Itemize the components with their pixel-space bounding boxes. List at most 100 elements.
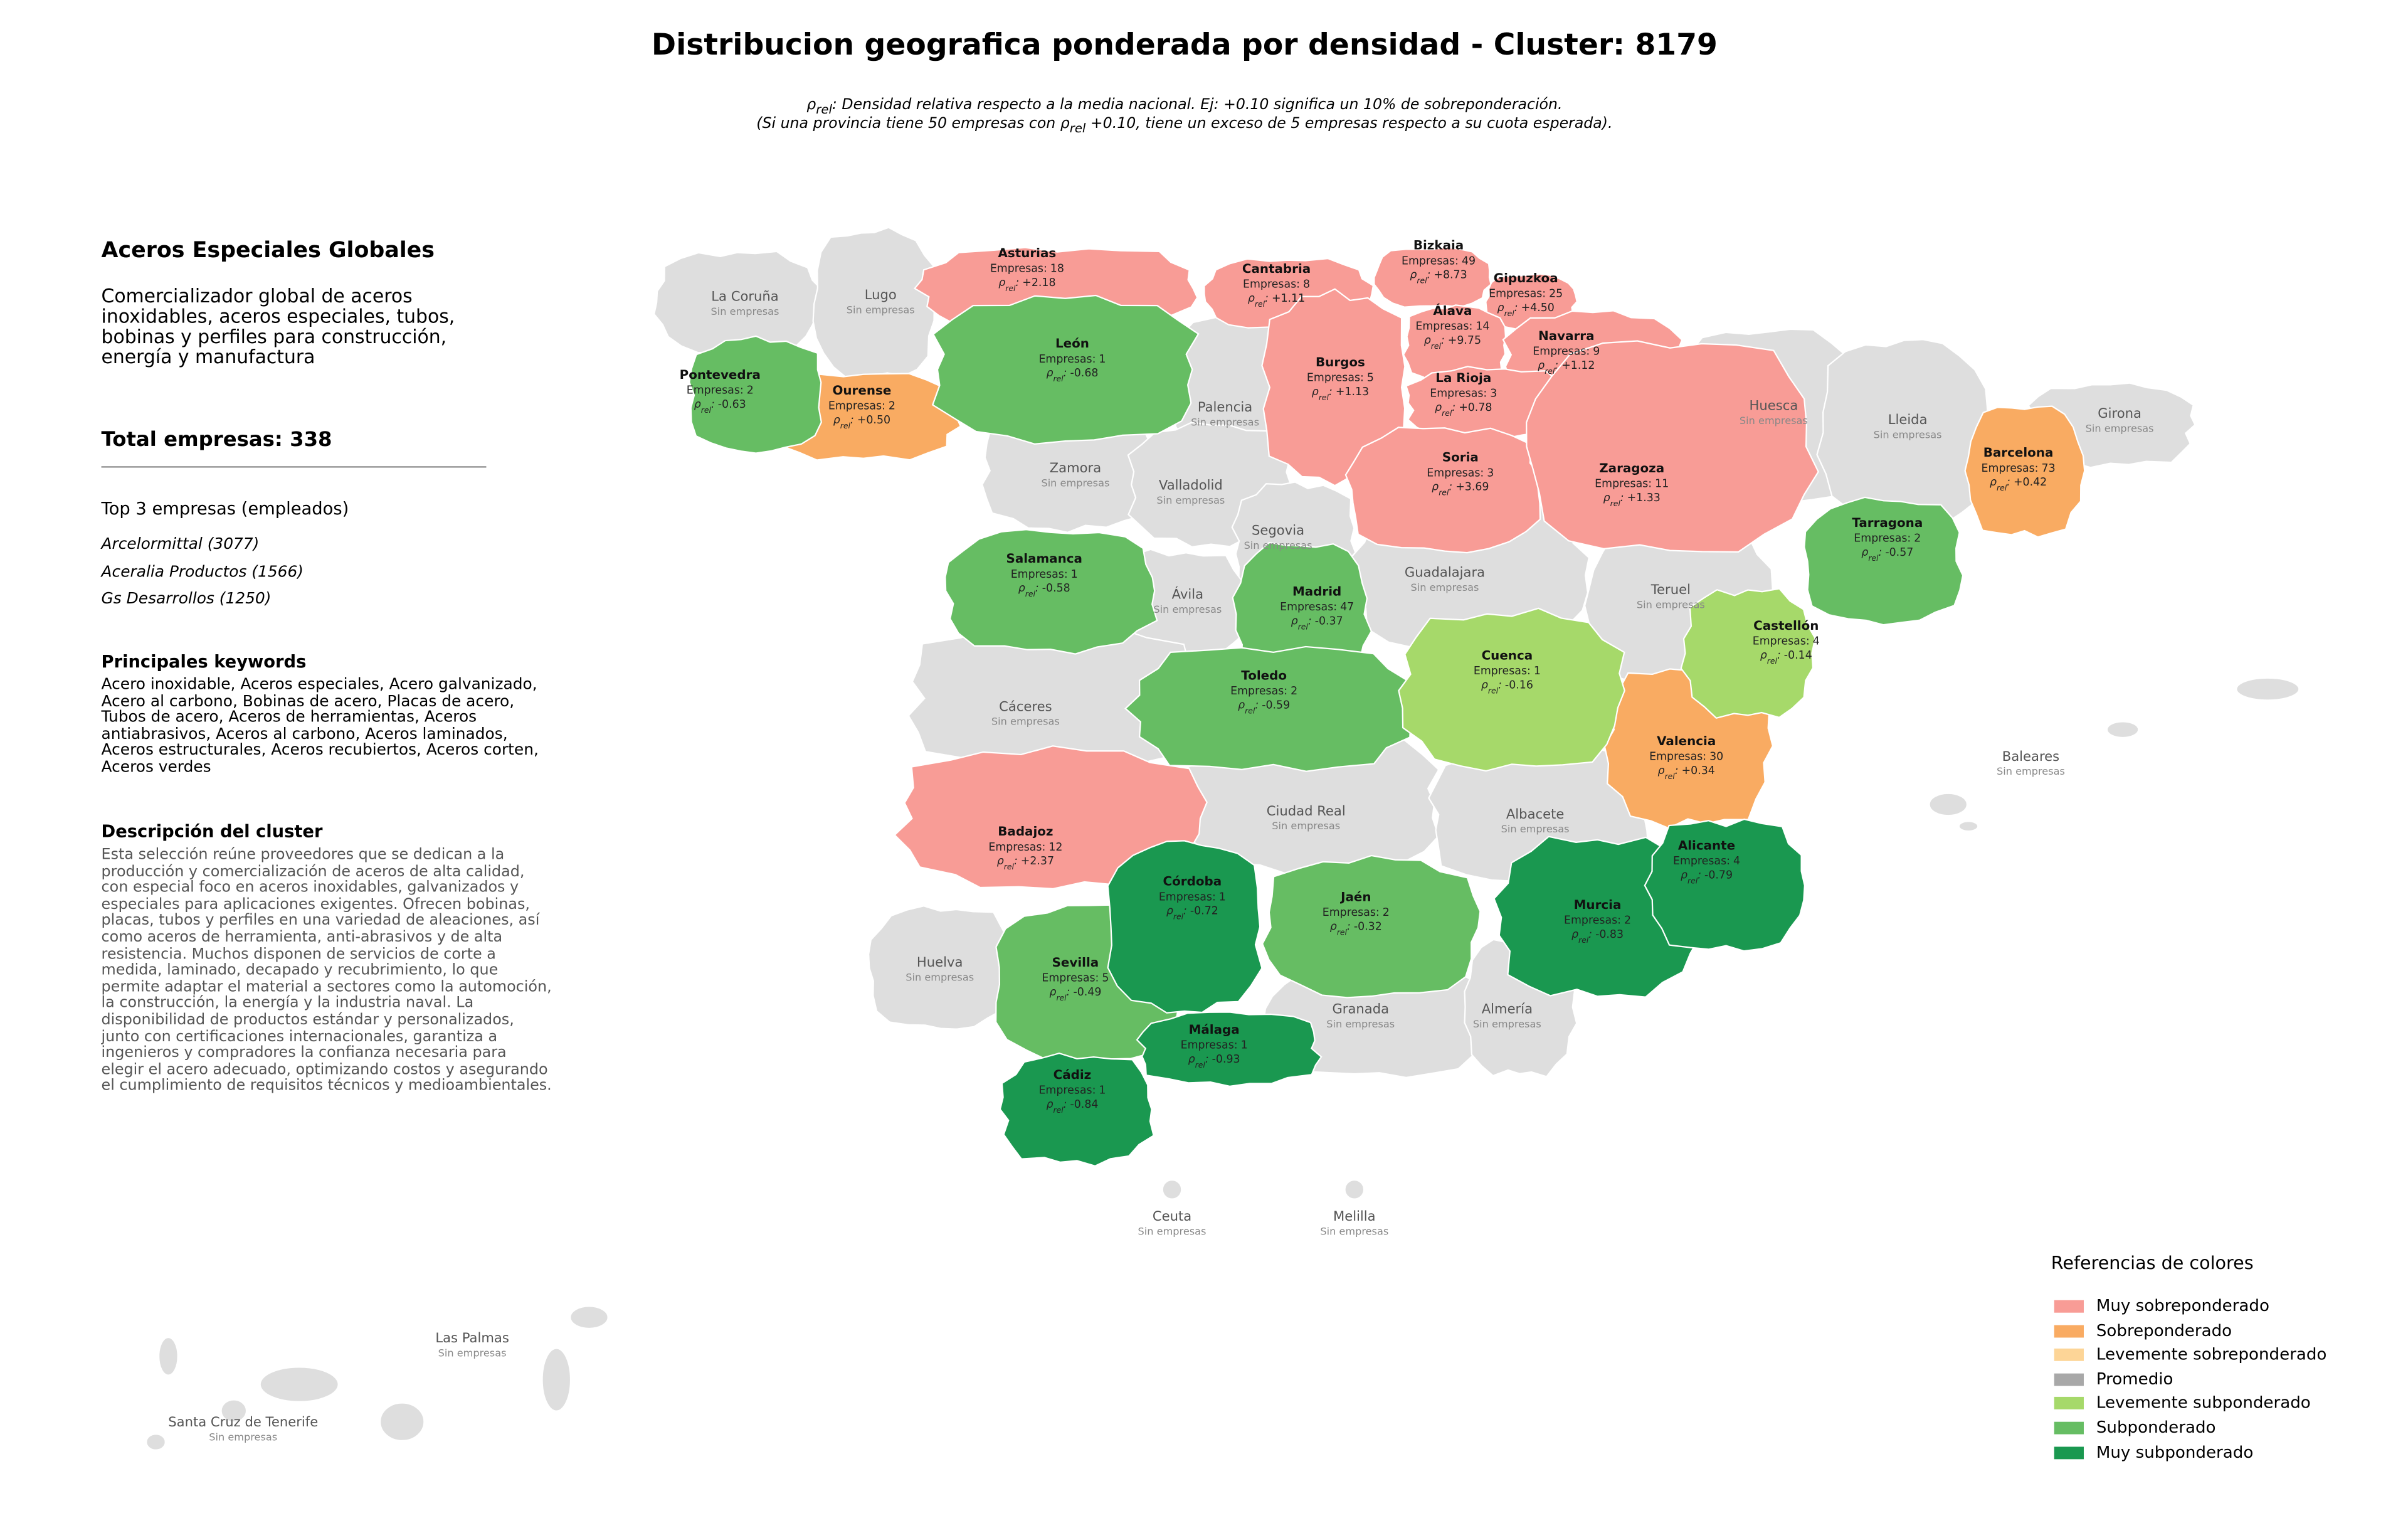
density-value: -0.84 (1070, 1098, 1098, 1111)
province-count: Empresas: 1 (1159, 891, 1226, 903)
count-value: 1 (1534, 665, 1541, 677)
province-shape (689, 335, 822, 454)
count-label: Empresas: (1402, 255, 1459, 267)
count-label: Empresas: (1159, 891, 1216, 903)
province-shape (1344, 427, 1541, 554)
density-label: ρ (997, 855, 1004, 867)
no-companies: Sin empresas (1272, 820, 1340, 832)
count-value: 1 (1099, 1085, 1106, 1097)
density-label: : (1205, 1053, 1209, 1066)
subtitle-text: ρ (1060, 115, 1070, 133)
subtitle-text: : Densidad relativa respecto a la media … (832, 97, 1563, 114)
no-companies: Sin empresas (991, 716, 1060, 728)
density-label: : (2007, 476, 2010, 489)
legend-label: Levemente sobreponderado (2096, 1345, 2327, 1365)
density-label: rel (1687, 876, 1698, 885)
density-label: ρ (1248, 292, 1255, 305)
density-value: +1.12 (1561, 359, 1595, 372)
count-value: 3 (1487, 467, 1494, 479)
legend-swatch (2054, 1421, 2084, 1435)
count-label: Empresas: (1474, 665, 1531, 677)
density-value: +0.34 (1682, 765, 1715, 777)
density-label: : (1555, 359, 1558, 372)
legend-item: Subponderado (2054, 1419, 2216, 1438)
density-label: ρ (1410, 269, 1417, 282)
province-shape (2106, 721, 2139, 738)
province-shape (944, 529, 1158, 655)
province-name: Barcelona (1983, 445, 2054, 460)
density-label: rel (1245, 706, 1255, 715)
top-heading: Top 3 empresas (empleados) (101, 499, 349, 519)
legend-label: Promedio (2096, 1370, 2173, 1389)
density-label: rel (1767, 656, 1778, 666)
count-value: 49 (1462, 255, 1476, 267)
count-value: 18 (1050, 263, 1064, 275)
density-label: : (1427, 269, 1431, 282)
province-density: ρrel: +2.18 (998, 277, 1055, 293)
no-companies: Sin empresas (1191, 416, 1259, 428)
density-label: ρ (1681, 869, 1687, 882)
density-value: -0.14 (1784, 649, 1812, 662)
subtitle-line: ρrel: Densidad relativa respecto a la me… (0, 97, 2369, 117)
density-label: : (1588, 928, 1592, 941)
province-name: Toledo (1241, 669, 1287, 683)
density-label: rel (1056, 992, 1067, 1002)
density-value: +1.33 (1627, 492, 1661, 504)
density-label: : (1035, 582, 1039, 595)
count-label: Empresas: (1595, 478, 1652, 491)
province-density: ρrel: -0.72 (1166, 905, 1218, 921)
density-label: rel (1439, 487, 1449, 497)
province-name: La Coruña (711, 289, 778, 304)
province-count: Empresas: 1 (1038, 1085, 1106, 1097)
density-label: rel (1488, 686, 1499, 695)
province-count: Empresas: 18 (990, 263, 1064, 275)
province-density: ρrel: -0.83 (1571, 928, 1624, 944)
province-shape (145, 1433, 166, 1451)
no-companies: Sin empresas (847, 304, 915, 316)
province-density: ρrel: -0.68 (1046, 367, 1098, 383)
density-value: -0.93 (1212, 1053, 1240, 1066)
density-label: ρ (1990, 476, 1997, 489)
density-value: -0.58 (1042, 582, 1070, 595)
density-label: ρ (1238, 699, 1245, 712)
province-density: ρrel: -0.16 (1481, 679, 1533, 695)
density-value: +0.42 (2014, 476, 2047, 489)
density-label: ρ (1538, 359, 1545, 372)
count-value: 5 (1367, 372, 1374, 385)
province-name: León (1055, 336, 1089, 351)
density-value: +1.11 (1272, 292, 1305, 305)
density-label: : (1441, 334, 1445, 347)
no-companies: Sin empresas (1411, 581, 1479, 593)
density-label: ρ (1760, 649, 1767, 662)
keywords: Acero inoxidable, Aceros especiales, Ace… (101, 676, 539, 777)
no-companies: Sin empresas (1473, 1018, 1541, 1030)
count-value: 12 (1048, 841, 1062, 854)
province-count: Empresas: 1 (1011, 568, 1078, 581)
province-count: Empresas: 73 (1982, 462, 2056, 475)
province-shape (1526, 340, 1819, 553)
density-label: ρ (1312, 386, 1319, 398)
province-count: Empresas: 2 (1564, 915, 1631, 927)
density-value: +0.78 (1459, 401, 1492, 414)
province-density: ρrel: +1.12 (1538, 359, 1595, 376)
province-name: Lugo (865, 287, 897, 302)
province-name: Girona (2098, 405, 2141, 421)
keywords-heading: Principales keywords (101, 651, 307, 672)
count-label: Empresas: (1649, 751, 1706, 763)
density-value: -0.83 (1595, 928, 1624, 941)
province-name: Valladolid (1159, 477, 1223, 492)
density-label: : (1255, 699, 1259, 712)
province-name: Castellón (1753, 618, 1819, 633)
province-shape (867, 905, 1015, 1030)
province-name: Guadalajara (1405, 565, 1485, 580)
province-name: Lleida (1888, 411, 1928, 427)
density-value: -0.49 (1073, 986, 1101, 999)
province-name: Las Palmas (435, 1330, 509, 1345)
province-name: Soria (1442, 450, 1479, 465)
legend-swatch (2054, 1324, 2084, 1337)
no-companies: Sin empresas (1740, 415, 1808, 427)
density-label: ρ (1330, 921, 1337, 933)
density-label: ρ (1432, 481, 1439, 494)
